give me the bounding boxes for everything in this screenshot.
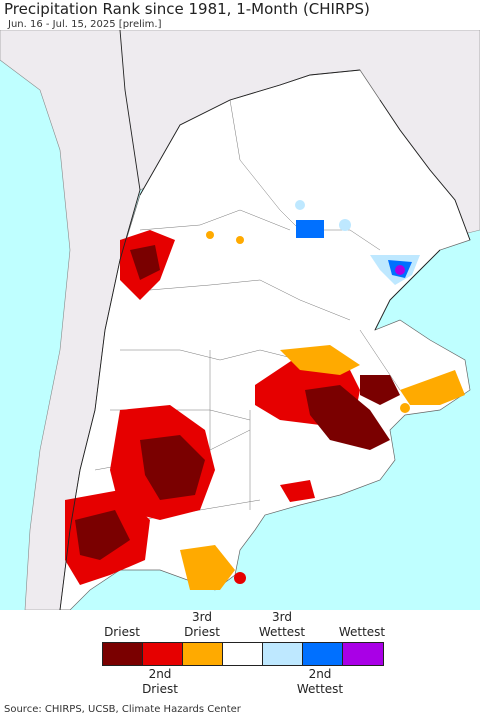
map-title: Precipitation Rank since 1981, 1-Month (…: [4, 0, 370, 18]
map-subtitle: Jun. 16 - Jul. 15, 2025 [prelim.]: [8, 19, 162, 30]
legend-label-3rd-wettest: 3rd Wettest: [258, 610, 306, 639]
swatch-normal: [223, 643, 263, 665]
swatch-2nd-wettest: [303, 643, 343, 665]
legend-label-wettest: Wettest: [338, 625, 386, 639]
wet-areas: [295, 200, 420, 285]
legend-swatches: [102, 642, 384, 666]
legend: Driest 3rd Driest 3rd Wettest Wettest: [0, 610, 480, 700]
dry-areas: [65, 230, 465, 590]
swatch-2nd-driest: [143, 643, 183, 665]
legend-label-driest: Driest: [104, 625, 140, 639]
legend-label-3rd-driest: 3rd Driest: [184, 610, 220, 639]
legend-label-2nd-wettest: 2nd Wettest: [296, 667, 344, 696]
swatch-3rd-driest: [183, 643, 223, 665]
swatch-wettest: [343, 643, 383, 665]
swatch-3rd-wettest: [263, 643, 303, 665]
country-borders: [59, 30, 471, 610]
precipitation-map: [0, 30, 480, 610]
swatch-driest: [103, 643, 143, 665]
legend-label-2nd-driest-text: 2nd Driest: [142, 667, 178, 696]
source-credit: Source: CHIRPS, UCSB, Climate Hazards Ce…: [4, 704, 241, 715]
